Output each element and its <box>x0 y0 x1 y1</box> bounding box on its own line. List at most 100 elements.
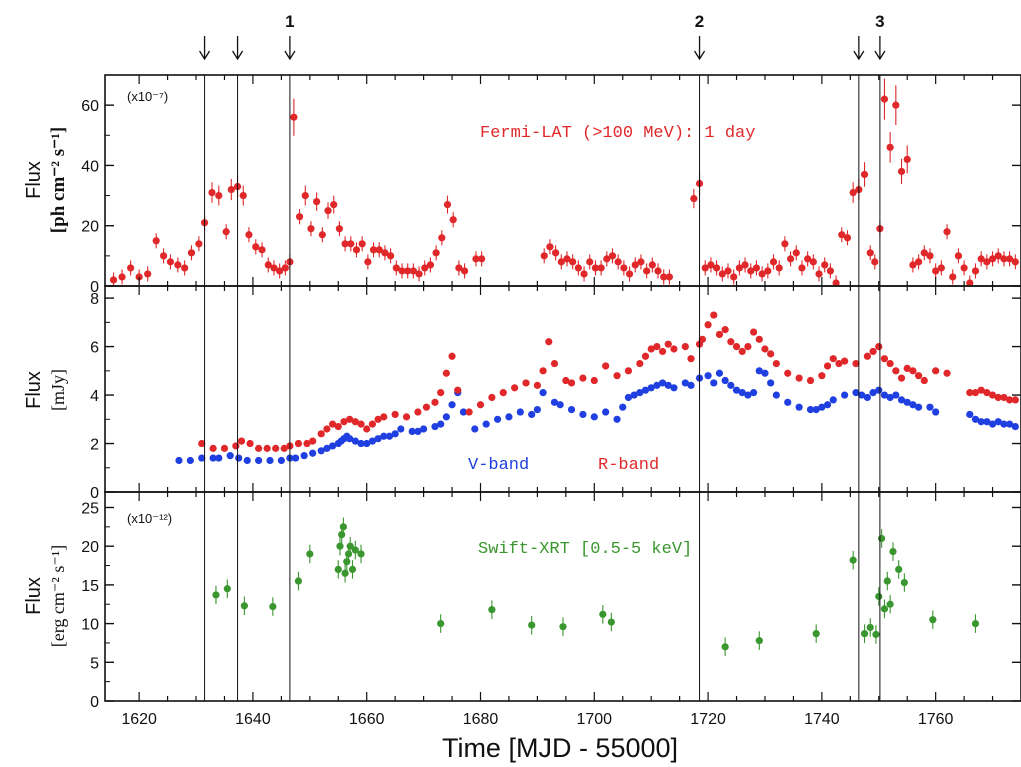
fermi-data-point <box>821 261 829 269</box>
fermi-data-point <box>892 101 900 109</box>
optical-data-point <box>670 345 678 353</box>
fermi-data-point <box>920 249 928 257</box>
swift-ytick-label: 0 <box>90 694 99 711</box>
optical-data-point <box>926 403 934 411</box>
optical-data-point <box>641 386 650 394</box>
optical-data-point <box>368 420 377 428</box>
fermi-data-point <box>949 273 957 281</box>
optical-data-point <box>869 389 877 397</box>
optical-data-point <box>539 367 547 375</box>
swift-data-point <box>344 550 353 558</box>
fermi-data-point <box>849 188 857 197</box>
fermi-data-point <box>718 270 726 278</box>
optical-data-point <box>903 364 911 372</box>
swift-data-point <box>866 623 874 632</box>
optical-data-point <box>738 347 746 356</box>
swift-data-point <box>878 534 886 543</box>
fermi-data-point <box>276 267 284 275</box>
optical-data-point <box>414 427 422 436</box>
optical-data-point <box>653 342 661 351</box>
optical-data-point <box>1006 420 1014 428</box>
optical-data-point <box>374 435 382 443</box>
fermi-data-point <box>792 249 800 257</box>
x-tick-label: 1660 <box>349 711 385 728</box>
optical-data-point <box>1006 396 1014 404</box>
optical-data-point <box>493 415 502 423</box>
optical-data-point <box>246 439 254 448</box>
optical-data-point <box>431 422 439 431</box>
optical-data-point <box>550 398 559 406</box>
optical-data-point <box>380 413 388 421</box>
fermi-data-point <box>318 231 326 239</box>
fermi-data-point <box>307 225 315 233</box>
swift-data-point <box>883 577 891 585</box>
optical-data-point <box>255 456 263 465</box>
optical-data-point <box>732 386 741 394</box>
fermi-data-point <box>540 252 548 260</box>
optical-data-point <box>215 454 223 462</box>
fermi-data-point <box>914 258 923 266</box>
optical-data-point <box>761 345 769 353</box>
fermi-data-point <box>392 264 400 272</box>
flare-arrows: 1 2 3 <box>199 12 886 61</box>
optical-data-point <box>482 420 490 428</box>
fermi-data-point <box>838 231 846 239</box>
fermi-data-point <box>660 273 668 281</box>
fermi-ytick-label: 0 <box>90 279 99 296</box>
optical-data-point <box>309 449 317 457</box>
swift-data-point <box>886 600 894 608</box>
optical-data-point <box>1000 393 1008 402</box>
fermi-data-point <box>832 279 840 287</box>
optical-data-point <box>590 413 598 421</box>
optical-data-point <box>863 352 871 360</box>
swift-data-point <box>971 619 980 628</box>
fermi-data-point <box>886 143 894 151</box>
fermi-data-point <box>713 264 721 272</box>
fermi-data-point <box>252 243 260 251</box>
swift-data-point <box>559 623 567 631</box>
swift-data-point <box>895 565 903 574</box>
fermi-data-point <box>1000 255 1008 263</box>
fermi-data-point <box>264 261 272 269</box>
fermi-data-point <box>735 264 743 272</box>
optical-data-point <box>263 444 271 452</box>
optical-data-point <box>681 379 689 387</box>
fermi-ylabel-line2: [ph cm⁻² s⁻¹] <box>48 127 69 233</box>
swift-data-point <box>212 591 220 599</box>
optical-data-point <box>687 381 695 389</box>
optical-data-point <box>528 410 536 419</box>
fermi-data-point <box>174 261 182 269</box>
optical-data-point <box>175 456 183 465</box>
fermi-data-point <box>443 201 452 209</box>
optical-data-point <box>670 384 678 392</box>
optical-data-point <box>914 372 923 380</box>
optical-data-point <box>829 355 837 363</box>
optical-data-point <box>903 398 911 406</box>
swift-ylabel-line2: [erg cm⁻² s⁻¹] <box>48 545 68 647</box>
fermi-data-point <box>432 249 440 257</box>
fermi-data-point <box>826 267 835 275</box>
optical-data-point <box>391 410 399 419</box>
panel-optical-frame <box>104 285 1021 493</box>
fermi-data-point <box>387 252 395 260</box>
flare-arrow-number: 1 <box>285 12 294 31</box>
optical-data-point <box>431 398 439 406</box>
fermi-data-point <box>897 167 906 176</box>
fermi-data-point <box>135 273 143 281</box>
swift-data-point <box>860 630 869 638</box>
optical-data-point <box>511 384 519 392</box>
fermi-data-point <box>747 267 755 275</box>
optical-data-point <box>516 408 524 416</box>
fermi-data-point <box>781 240 789 248</box>
fermi-data-point <box>643 267 651 275</box>
fermi-data-point <box>563 255 571 263</box>
x-tick-label: 1640 <box>235 711 271 728</box>
optical-data-point <box>772 391 780 399</box>
fermi-data-point <box>586 258 594 266</box>
optical-data-point <box>420 425 428 433</box>
optical-data-point <box>704 372 712 380</box>
swift-data-point <box>294 577 303 585</box>
optical-data-point <box>488 393 496 402</box>
fermi-data-point <box>313 198 321 206</box>
optical-data-point <box>602 408 610 416</box>
